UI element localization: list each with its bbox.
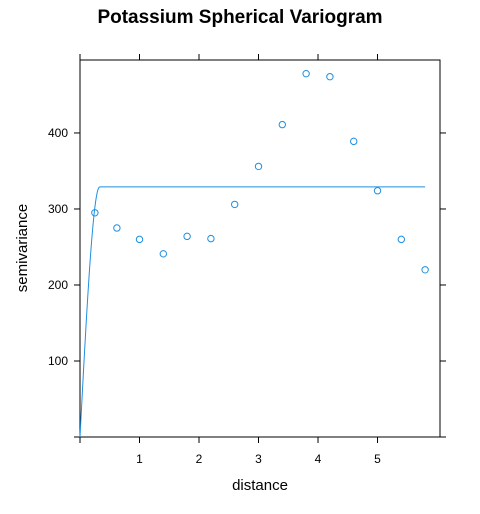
x-tick-label: 4: [315, 452, 322, 466]
x-tick-label: 3: [255, 452, 262, 466]
data-point: [326, 73, 334, 81]
y-tick-labels: 100 200 300 400: [48, 126, 68, 368]
x-tick-labels: 1 2 3 4 5: [136, 452, 381, 466]
data-point: [350, 137, 358, 146]
data-point: [231, 200, 239, 209]
y-tick-label: 400: [48, 126, 68, 140]
data-point: [373, 187, 382, 195]
data-point: [183, 232, 191, 241]
data-point: [91, 209, 99, 217]
y-axis-label: semivariance: [14, 204, 31, 292]
data-point: [302, 69, 310, 78]
spherical-model-line: [79, 186, 426, 438]
data-point: [254, 162, 263, 171]
plot-frame: [79, 59, 441, 438]
data-point: [207, 234, 215, 243]
data-point: [421, 266, 429, 274]
y-tick-label: 200: [48, 278, 68, 292]
chart-title: Potassium Spherical Variogram: [97, 7, 382, 28]
y-tick-label: 100: [48, 354, 68, 368]
x-axis-label: distance: [232, 477, 288, 494]
axis-ticks: [74, 54, 446, 443]
x-tick-label: 2: [196, 452, 203, 466]
semivariance-points: [91, 69, 429, 274]
data-point: [135, 235, 144, 244]
data-point: [113, 224, 121, 232]
data-point: [159, 250, 168, 258]
y-tick-label: 300: [48, 202, 68, 216]
x-tick-label: 1: [136, 452, 143, 466]
data-point: [397, 235, 406, 244]
data-point: [278, 120, 287, 129]
x-tick-label: 5: [374, 452, 381, 466]
